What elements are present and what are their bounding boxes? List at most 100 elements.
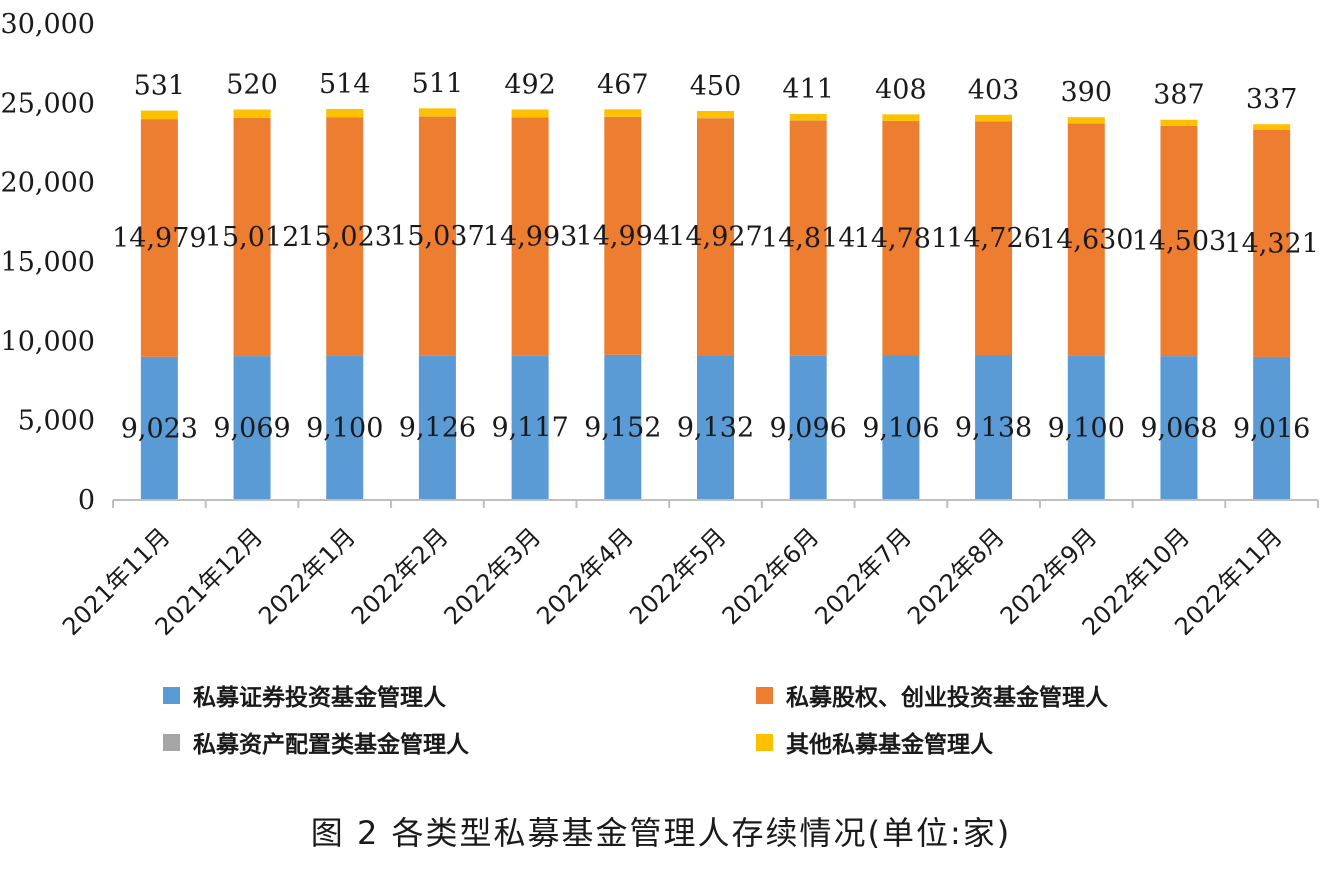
data-label-equity-vc: 14,321 — [1224, 228, 1318, 259]
x-tick-label: 2022年3月 — [439, 522, 547, 630]
bar-segment — [975, 121, 1013, 356]
data-label-securities: 9,096 — [770, 413, 847, 444]
legend-label: 私募证券投资基金管理人 — [193, 685, 446, 711]
data-label-securities: 9,068 — [1140, 413, 1217, 444]
y-tick-label: 10,000 — [1, 326, 95, 357]
data-label-equity-vc: 14,979 — [112, 223, 206, 254]
bar-segment — [697, 110, 734, 119]
data-label-other: 520 — [226, 70, 278, 101]
legend-label: 私募股权、创业投资基金管理人 — [786, 685, 1108, 711]
data-label-equity-vc: 15,037 — [390, 221, 484, 252]
bar-segment — [418, 355, 456, 500]
data-label-other: 408 — [875, 74, 927, 105]
bar-segment — [882, 355, 920, 500]
legend-label: 其他私募基金管理人 — [786, 732, 993, 758]
y-tick-label: 15,000 — [1, 247, 95, 278]
data-label-equity-vc: 15,012 — [205, 222, 299, 253]
y-tick-label: 5,000 — [18, 406, 95, 437]
y-tick-label: 25,000 — [1, 88, 95, 119]
x-tick-label: 2022年1月 — [253, 522, 361, 630]
data-label-equity-vc: 14,726 — [946, 223, 1040, 254]
legend-item-equity-vc: 私募股权、创业投资基金管理人 — [756, 680, 1108, 711]
data-label-securities: 9,100 — [306, 413, 383, 444]
bar-segment — [604, 116, 642, 355]
bar-segment — [233, 109, 271, 118]
y-tick-label: 30,000 — [1, 9, 95, 40]
data-label-equity-vc: 14,993 — [483, 221, 577, 252]
bar-segment — [1160, 126, 1198, 357]
data-label-equity-vc: 14,927 — [668, 222, 762, 253]
x-axis-tick-labels: 2021年11月2021年12月2022年1月2022年2月2022年3月202… — [57, 522, 1288, 641]
bar-segment — [140, 119, 178, 357]
y-tick-label: 0 — [78, 485, 95, 516]
data-label-securities: 9,100 — [1048, 413, 1125, 444]
legend-label: 私募资产配置类基金管理人 — [193, 732, 469, 758]
legend-item-asset-allocation: 私募资产配置类基金管理人 — [163, 727, 469, 758]
x-tick-label: 2022年8月 — [902, 522, 1010, 630]
bar-segment — [140, 356, 178, 500]
bar-segment — [1067, 355, 1105, 500]
bar-segment — [511, 117, 549, 356]
bar-segment — [882, 120, 920, 356]
data-label-equity-vc: 14,994 — [576, 221, 670, 252]
legend-swatch — [756, 733, 773, 751]
data-label-securities: 9,117 — [491, 413, 568, 444]
bar-segment — [789, 355, 827, 500]
data-label-equity-vc: 15,023 — [297, 221, 391, 252]
data-label-other: 450 — [690, 71, 742, 102]
bar-segment — [233, 117, 271, 357]
bar-segment — [789, 113, 827, 121]
data-label-other: 403 — [968, 75, 1020, 106]
y-axis-tick-labels: 0 5,000 10,000 15,000 20,000 25,000 30,000 — [1, 9, 95, 516]
data-label-securities: 9,126 — [399, 413, 476, 444]
bar-segment — [1253, 124, 1291, 130]
bar-segment — [326, 355, 364, 500]
bar-segment — [604, 354, 642, 500]
data-label-other: 387 — [1153, 80, 1205, 111]
bar-segment — [1067, 117, 1105, 124]
legend-item-other: 其他私募基金管理人 — [756, 727, 993, 758]
data-label-other: 511 — [412, 68, 464, 99]
x-tick-label: 2022年5月 — [624, 522, 732, 630]
y-tick-label: 20,000 — [1, 168, 95, 199]
legend-swatch — [163, 733, 180, 751]
bar-segment — [140, 110, 178, 120]
x-tick-label: 2022年7月 — [809, 522, 917, 630]
data-label-equity-vc: 14,781 — [854, 223, 948, 254]
data-label-other: 492 — [504, 70, 556, 101]
bar-segment — [697, 355, 734, 500]
x-tick-label: 2022年4月 — [531, 522, 639, 630]
x-tick-label: 2022年2月 — [346, 522, 454, 630]
legend: 私募证券投资基金管理人 私募股权、创业投资基金管理人 私募资产配置类基金管理人 … — [0, 0, 1322, 758]
data-label-securities: 9,132 — [677, 413, 754, 444]
data-label-equity-vc: 14,630 — [1039, 225, 1133, 256]
bar-segment — [1067, 123, 1105, 356]
bar-segment — [882, 114, 920, 121]
bar-segment — [418, 108, 456, 117]
bar-segment — [1160, 119, 1198, 126]
data-labels: 9,023 14,979 531 9,069 15,012 520 9,100 15,023 5… — [112, 68, 1319, 444]
data-label-other: 531 — [134, 71, 186, 102]
figure-caption: 图 2 各类型私募基金管理人存续情况(单位:家) — [310, 814, 1012, 852]
bar-segment — [789, 120, 827, 356]
bar-segment — [604, 109, 642, 117]
data-label-other: 337 — [1246, 84, 1298, 115]
legend-item-securities: 私募证券投资基金管理人 — [163, 680, 446, 711]
bars — [140, 108, 1291, 500]
bar-segment — [1253, 356, 1291, 500]
bar-segment — [697, 118, 734, 356]
data-label-securities: 9,152 — [584, 412, 661, 443]
bar-segment — [1253, 129, 1291, 357]
bar-segment — [418, 116, 456, 356]
data-label-securities: 9,069 — [213, 413, 290, 444]
data-label-equity-vc: 14,503 — [1132, 226, 1226, 257]
x-tick-label: 2022年6月 — [717, 522, 825, 630]
bar-segment — [975, 114, 1013, 122]
x-axis — [112, 499, 1319, 508]
data-label-securities: 9,023 — [121, 413, 198, 444]
data-label-equity-vc: 14,814 — [761, 223, 855, 254]
bar-segment — [1160, 356, 1198, 500]
data-label-other: 390 — [1060, 77, 1112, 108]
data-label-other: 467 — [597, 69, 649, 100]
stacked-bar-chart: 0 5,000 10,000 15,000 20,000 25,000 30,000 9,0… — [1, 9, 1319, 641]
